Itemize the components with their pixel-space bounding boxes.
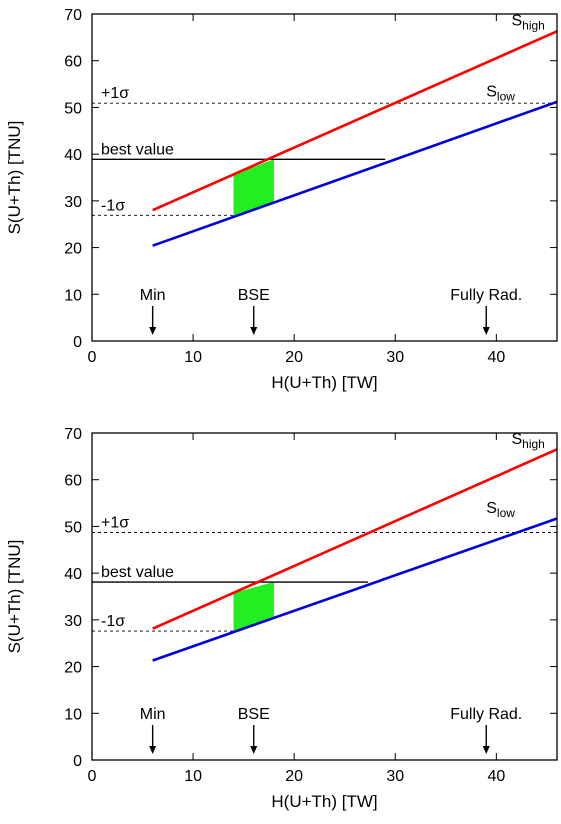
series-line-S_high [152, 448, 558, 630]
marker-label: BSE [238, 287, 270, 304]
reference-label-0: +1σ [101, 85, 129, 102]
marker-label: Min [140, 287, 166, 304]
x-tick-label: 0 [88, 349, 97, 366]
x-tick-label: 0 [88, 768, 97, 785]
marker-arrow-head [149, 327, 157, 335]
marker-label: Fully Rad. [450, 706, 522, 723]
marker-arrow-head [482, 746, 490, 754]
plot-frame [91, 432, 558, 761]
shaded-band [233, 582, 274, 633]
series-label-main: S [512, 13, 523, 30]
series-label-main: S [512, 431, 523, 448]
series-label-sub: low [497, 90, 515, 104]
series-line-S_low [152, 100, 558, 247]
marker-arrow-head [250, 746, 258, 754]
marker-label: BSE [238, 706, 270, 723]
series-label-main: S [486, 84, 497, 101]
reference-label-0: +1σ [101, 515, 129, 532]
marker-arrow-head [482, 327, 490, 335]
y-tick-label: 40 [64, 566, 82, 583]
y-tick-label: 0 [73, 753, 82, 770]
x-tick-label: 40 [487, 768, 505, 785]
y-tick-label: 70 [64, 7, 82, 24]
series-label-sub: low [497, 506, 515, 520]
reference-label-1: best value [101, 564, 174, 581]
x-tick-label: 10 [184, 768, 202, 785]
y-tick-label: 50 [64, 519, 82, 536]
y-tick-label: 70 [64, 426, 82, 443]
marker-label: Min [140, 706, 166, 723]
shaded-band [233, 159, 274, 217]
plot-frame [91, 13, 558, 342]
y-axis-title: S(U+Th) [TNU] [5, 540, 24, 654]
y-tick-label: 30 [64, 194, 82, 211]
y-tick-label: 60 [64, 473, 82, 490]
y-tick-label: 20 [64, 660, 82, 677]
y-tick-label: 20 [64, 241, 82, 258]
y-tick-label: 60 [64, 54, 82, 71]
x-tick-label: 20 [285, 349, 303, 366]
marker-label: Fully Rad. [450, 287, 522, 304]
series-label-sub: high [522, 437, 545, 451]
reference-label-2: -1σ [101, 197, 125, 214]
x-tick-label: 20 [285, 768, 303, 785]
y-tick-label: 10 [64, 706, 82, 723]
x-tick-label: 10 [184, 349, 202, 366]
x-tick-label: 30 [386, 768, 404, 785]
y-tick-label: 50 [64, 100, 82, 117]
y-tick-label: 10 [64, 287, 82, 304]
series-line-S_high [152, 30, 558, 212]
x-tick-label: 40 [487, 349, 505, 366]
series-label-S_low: Slow [486, 84, 515, 104]
reference-label-1: best value [101, 141, 174, 158]
marker-arrow-head [250, 327, 258, 335]
y-tick-label: 40 [64, 147, 82, 164]
series-label-S_high: Shigh [512, 13, 545, 33]
x-tick-label: 30 [386, 349, 404, 366]
series-label-sub: high [522, 19, 545, 33]
series-label-S_low: Slow [486, 500, 515, 520]
series-label-main: S [486, 500, 497, 517]
x-axis-title: H(U+Th) [TW] [271, 792, 377, 811]
series-label-S_high: Shigh [512, 431, 545, 451]
x-axis-title: H(U+Th) [TW] [271, 373, 377, 392]
marker-arrow-head [149, 746, 157, 754]
y-axis-title: S(U+Th) [TNU] [5, 121, 24, 235]
series-line-S_low [152, 517, 558, 662]
reference-label-2: -1σ [101, 613, 125, 630]
y-tick-label: 0 [73, 334, 82, 351]
y-tick-label: 30 [64, 613, 82, 630]
